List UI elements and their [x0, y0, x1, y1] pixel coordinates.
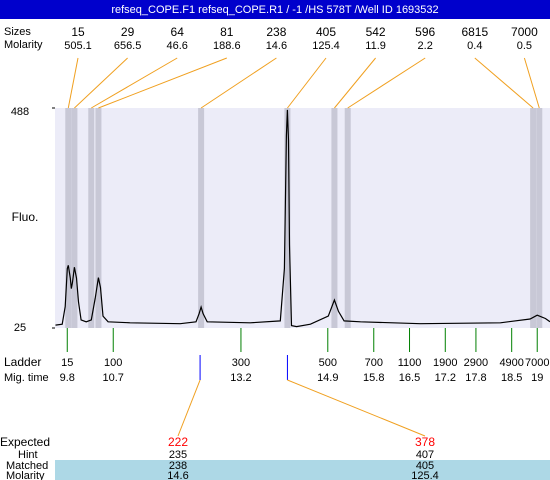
peak-molarity: 0.5	[517, 40, 532, 52]
peak-molarity-label: Molarity	[4, 39, 43, 51]
peak-size: 29	[121, 25, 135, 39]
expected-connector	[177, 379, 201, 437]
matched-value: 238	[169, 460, 187, 472]
ladder-size: 500	[319, 357, 337, 369]
peak-band	[530, 108, 537, 328]
peak-connector	[347, 57, 426, 109]
peak-molarity: 2.2	[418, 40, 433, 52]
peak-molarity: 505.1	[64, 40, 92, 52]
peak-size: 81	[220, 25, 234, 39]
peak-band	[88, 108, 95, 328]
peak-band	[95, 108, 102, 328]
x-tick-label: 18.5	[501, 372, 522, 384]
ladder-size: 1100	[398, 357, 422, 369]
peak-molarity: 46.6	[166, 40, 187, 52]
matched-row-bg	[55, 460, 550, 480]
trace	[55, 109, 550, 328]
ladder-size: 4900	[499, 357, 523, 369]
peak-connector	[474, 57, 534, 109]
peak-molarity: 656.5	[114, 40, 142, 52]
mig-time-label: Mig. time	[4, 372, 49, 384]
peak-size: 238	[266, 25, 286, 39]
x-tick-label: 17.8	[465, 372, 486, 384]
x-tick-label: 17.2	[435, 372, 456, 384]
expected-value: 222	[168, 435, 188, 449]
peak-connector	[98, 57, 227, 109]
matched-value: 405	[416, 460, 434, 472]
peak-connector	[523, 57, 540, 109]
peak-connector	[91, 57, 178, 109]
molarity-label: Molarity	[6, 470, 45, 480]
peak-size: 7000	[511, 25, 538, 39]
peak-band	[198, 108, 205, 328]
peak-molarity: 14.6	[266, 40, 287, 52]
peak-connector	[287, 57, 327, 109]
peak-connector	[74, 57, 128, 109]
ladder-size: 1900	[433, 357, 457, 369]
peak-connector	[67, 57, 79, 109]
x-tick-label: 15.8	[363, 372, 384, 384]
hint-label: Hint	[18, 449, 38, 461]
peak-molarity: 188.6	[213, 40, 241, 52]
peak-molarity: 11.9	[365, 40, 386, 52]
ladder-size: 100	[104, 357, 122, 369]
peak-band	[65, 108, 72, 328]
peak-size-label: Sizes	[4, 26, 31, 38]
x-tick-label: 10.7	[103, 372, 124, 384]
peak-band	[71, 108, 78, 328]
matched-molarity: 125.4	[411, 470, 439, 480]
x-tick-label: 13.2	[230, 372, 251, 384]
peak-connector	[200, 57, 277, 109]
ladder-size: 15	[61, 357, 73, 369]
y-tick-label: 488	[11, 106, 29, 118]
peak-size: 6815	[461, 25, 488, 39]
ladder-size: 2900	[464, 357, 488, 369]
peak-molarity: 0.4	[467, 40, 482, 52]
hint-value: 407	[416, 449, 434, 461]
peak-band	[344, 108, 351, 328]
peak-size: 15	[71, 25, 85, 39]
title-bar	[0, 0, 550, 19]
peak-molarity: 125.4	[312, 40, 340, 52]
x-tick-label: 9.8	[60, 372, 75, 384]
peak-connector	[334, 57, 376, 109]
peak-band	[536, 108, 543, 328]
peak-band	[284, 108, 291, 328]
ladder-size: 700	[365, 357, 383, 369]
ladder-label: Ladder	[4, 355, 41, 369]
expected-connector	[287, 379, 426, 437]
matched-label: Matched	[6, 460, 48, 472]
expected-value: 378	[415, 435, 435, 449]
x-tick-label: 14.9	[317, 372, 338, 384]
x-tick-label: 16.5	[399, 372, 420, 384]
peak-band	[331, 108, 338, 328]
x-tick-label: 19	[531, 372, 543, 384]
ladder-size: 7000	[525, 357, 549, 369]
plot-area	[55, 108, 550, 328]
hint-value: 235	[169, 449, 187, 461]
peak-size: 405	[316, 25, 336, 39]
peak-size: 542	[366, 25, 386, 39]
peak-size: 64	[171, 25, 185, 39]
matched-molarity: 14.6	[167, 470, 188, 480]
expected-label: Expected	[0, 435, 50, 449]
y-axis-label: Fluo.	[12, 210, 39, 224]
title: refseq_COPE.F1 refseq_COPE.R1 / -1 /HS 5…	[111, 4, 438, 16]
ladder-size: 300	[232, 357, 250, 369]
y-tick-label: 25	[14, 322, 26, 334]
peak-size: 596	[415, 25, 435, 39]
